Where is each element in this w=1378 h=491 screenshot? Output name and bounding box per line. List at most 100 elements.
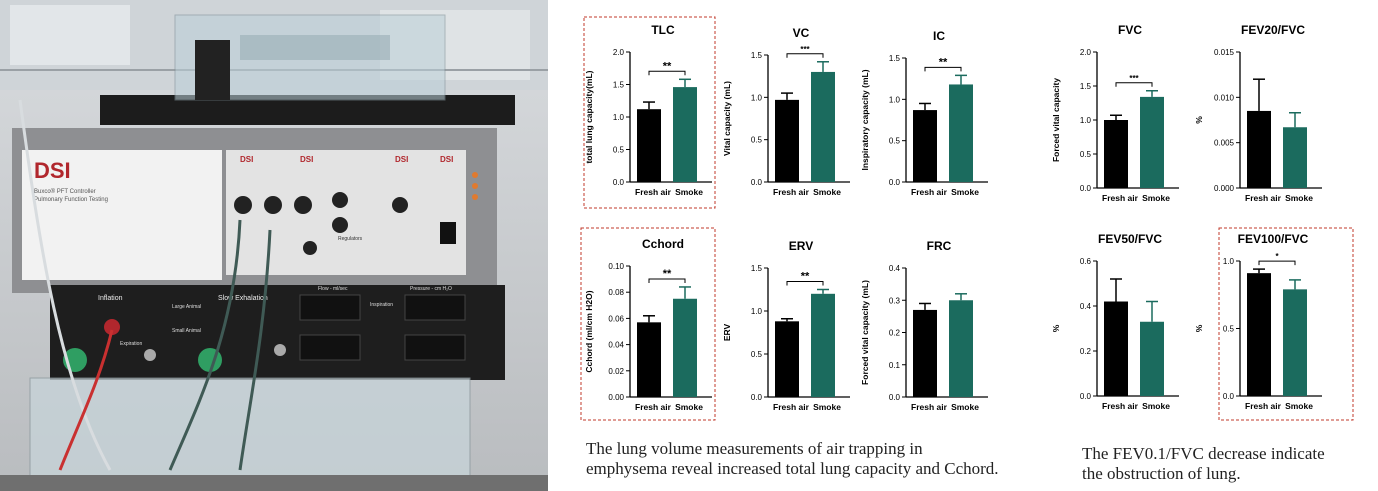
chart-fev20-fvc-y-tick-label: 0.000 <box>1214 184 1235 193</box>
chart-erv-bar-fresh-air <box>775 321 799 397</box>
chart-frc-y-tick-label: 0.4 <box>889 264 901 273</box>
chart-ic-y-tick-label: 1.5 <box>889 54 901 63</box>
photo-small-animal-label: Small Animal <box>172 328 201 334</box>
chart-cchord-x-label-fresh-air: Fresh air <box>635 402 672 412</box>
chart-vc-y-tick-label: 0.0 <box>751 178 763 187</box>
chart-cchord-bar-fresh-air <box>637 322 661 397</box>
chart-tlc-bar-smoke <box>673 87 697 182</box>
chart-fvc-bar-smoke <box>1140 96 1164 188</box>
photo-large-animal-label: Large Animal <box>172 304 201 310</box>
chart-fev50-fvc-y-tick-label: 0.0 <box>1080 392 1092 401</box>
chart-fev20-fvc-x-label-fresh-air: Fresh air <box>1245 193 1282 203</box>
chart-cchord-x-label-smoke: Smoke <box>675 402 703 412</box>
chart-vc-x-label-fresh-air: Fresh air <box>773 187 810 197</box>
chart-fev50-fvc-x-label-smoke: Smoke <box>1142 401 1170 411</box>
chart-fvc-y-tick-label: 0.5 <box>1080 150 1092 159</box>
chart-fev20-fvc-y-tick-label: 0.005 <box>1214 139 1235 148</box>
photo-controller-sublabel: Pulmonary Function Testing <box>34 197 108 203</box>
chart-tlc-significance-bracket <box>648 70 686 76</box>
highlight-box <box>583 16 716 209</box>
chart-tlc-x-label-fresh-air: Fresh air <box>635 187 672 197</box>
chart-tlc-significance-label: ** <box>663 60 672 72</box>
chart-cchord-y-tick-label: 0.04 <box>608 341 624 350</box>
chart-frc-y-tick-label: 0.0 <box>889 393 901 402</box>
chart-fvc-y-tick-label: 0.0 <box>1080 184 1092 193</box>
chart-erv-y-tick-label: 0.5 <box>751 350 763 359</box>
photo-expiration-label: Expiration <box>120 341 142 347</box>
chart-fev20-fvc-bar-smoke <box>1283 127 1307 188</box>
highlight-box <box>1218 227 1354 421</box>
chart-vc-y-tick-label: 1.0 <box>751 93 763 102</box>
chart-fev100-fvc-bar-smoke <box>1283 289 1307 396</box>
chart-ic-x-label-fresh-air: Fresh air <box>911 187 948 197</box>
chart-vc-bar-fresh-air <box>775 99 799 182</box>
chart-fev100-fvc-y-label: % <box>1194 324 1204 332</box>
chart-fvc-title: FVC <box>1118 23 1142 37</box>
right-caption: The FEV0.1/FVC decrease indicate the obs… <box>1082 444 1325 484</box>
chart-cchord-y-tick-label: 0.00 <box>608 393 624 402</box>
chart-erv-title: ERV <box>789 239 813 253</box>
chart-fev100-fvc-significance-bracket <box>1258 260 1296 266</box>
chart-vc-y-tick-label: 0.5 <box>751 136 763 145</box>
chart-tlc-title: TLC <box>651 23 675 37</box>
chart-tlc-x-label-smoke: Smoke <box>675 187 703 197</box>
chart-vc-significance-label: *** <box>800 45 810 54</box>
chart-fvc-significance-bracket <box>1115 82 1153 87</box>
dsi-pft-controller-photo: DSI Buxco® PFT Controller Pulmonary Func… <box>0 0 548 491</box>
chart-fev20-fvc-x-label-smoke: Smoke <box>1285 193 1313 203</box>
chart-tlc-y-tick-label: 1.0 <box>613 113 625 122</box>
photo-inspiration-label: Inspiration <box>370 302 393 308</box>
svg-text:DSI: DSI <box>240 155 253 164</box>
chart-frc-y-tick-label: 0.3 <box>889 296 901 305</box>
chart-frc-bar-fresh-air <box>913 309 937 397</box>
chart-fev50-fvc-y-tick-label: 0.4 <box>1080 302 1092 311</box>
chart-ic-bar-smoke <box>949 84 973 182</box>
chart-fev20-fvc-bar-fresh-air <box>1247 110 1271 188</box>
chart-erv-y-tick-label: 0.0 <box>751 393 763 402</box>
chart-frc-x-label-fresh-air: Fresh air <box>911 402 948 412</box>
chart-tlc-y-label: total lung capacity(mL) <box>584 70 594 163</box>
chart-frc-y-tick-label: 0.1 <box>889 361 901 370</box>
chart-tlc-bar-fresh-air <box>637 109 661 182</box>
chart-frc-y-label: Forced vital capacity (mL) <box>860 280 870 385</box>
chart-erv-y-tick-label: 1.0 <box>751 307 763 316</box>
chart-fev20-fvc-title: FEV20/FVC <box>1241 23 1305 37</box>
chart-fev50-fvc-bar-fresh-air <box>1104 301 1128 396</box>
chart-ic-bar-fresh-air <box>913 110 937 182</box>
photo-regulators-label: Regulators <box>338 236 363 242</box>
chart-cchord-y-tick-label: 0.02 <box>608 367 624 376</box>
chart-fev20-fvc-y-tick-label: 0.010 <box>1214 93 1235 102</box>
chart-fev100-fvc-y-tick-label: 0.0 <box>1223 392 1235 401</box>
chart-fvc-y-tick-label: 2.0 <box>1080 48 1092 57</box>
chart-vc-y-label: Vital capacity (mL) <box>722 81 732 156</box>
chart-vc-significance-bracket <box>786 53 824 58</box>
left-caption-line2: emphysema reveal increased total lung ca… <box>586 459 999 478</box>
chart-vc-title: VC <box>793 26 810 40</box>
chart-vc-bar-smoke <box>811 71 835 182</box>
photo-slow-exhalation-label: Slow Exhalation <box>218 295 268 302</box>
chart-fvc-x-label-fresh-air: Fresh air <box>1102 193 1139 203</box>
right-caption-line2: the obstruction of lung. <box>1082 464 1241 483</box>
chart-tlc-y-tick-label: 1.5 <box>613 81 625 90</box>
photo-brand-logo: DSI <box>34 158 71 183</box>
chart-ic-y-tick-label: 0.0 <box>889 178 901 187</box>
chart-cchord-y-tick-label: 0.06 <box>608 314 624 323</box>
chart-fev100-fvc-y-tick-label: 0.5 <box>1223 325 1235 334</box>
chart-fev100-fvc-x-label-fresh-air: Fresh air <box>1245 401 1282 411</box>
chart-cchord-significance-label: ** <box>663 268 672 280</box>
chart-frc-title: FRC <box>927 239 952 253</box>
photo-controller-label: Buxco® PFT Controller <box>34 188 96 195</box>
chart-erv-x-label-smoke: Smoke <box>813 402 841 412</box>
chart-tlc-y-tick-label: 0.0 <box>613 178 625 187</box>
right-caption-line1: The FEV0.1/FVC decrease indicate <box>1082 444 1325 463</box>
chart-frc-x-label-smoke: Smoke <box>951 402 979 412</box>
chart-fev100-fvc-bar-fresh-air <box>1247 273 1271 396</box>
chart-frc-bar-smoke <box>949 300 973 397</box>
svg-text:DSI: DSI <box>300 155 313 164</box>
chart-fev50-fvc-bar-smoke <box>1140 321 1164 396</box>
chart-cchord-y-tick-label: 0.08 <box>608 288 624 297</box>
chart-vc-x-label-smoke: Smoke <box>813 187 841 197</box>
photo-inflation-label: Inflation <box>98 295 123 302</box>
chart-grid: TLC 0.0 0.5 1.0 1.5 2.0 total lung capacity(mL… <box>580 16 1354 421</box>
left-caption: The lung volume measurements of air trap… <box>586 439 999 479</box>
